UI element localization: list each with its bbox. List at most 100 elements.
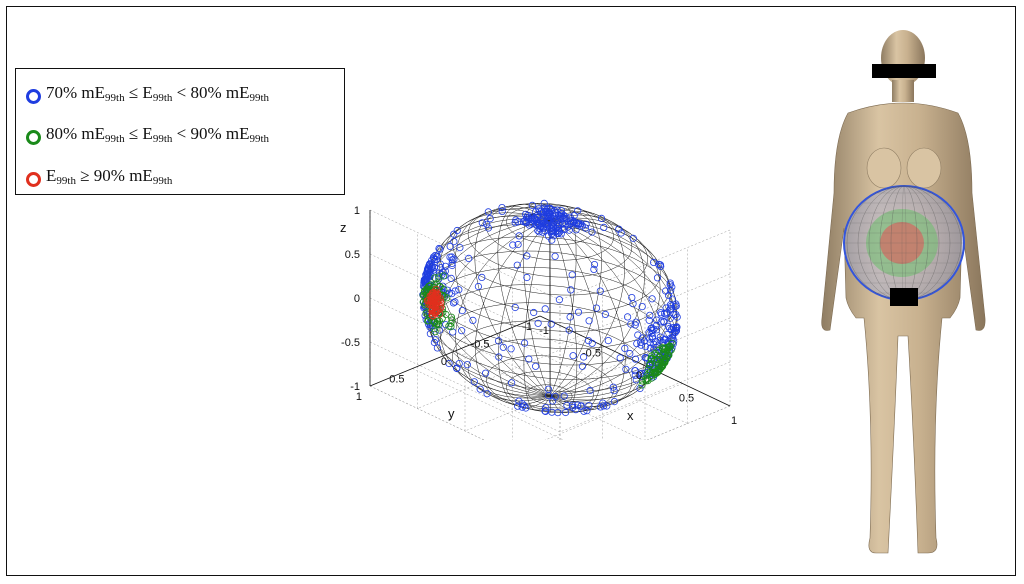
scatter-point (570, 212, 578, 220)
scatter-point (641, 342, 650, 351)
x-tick-label: -1 (539, 325, 549, 337)
scatter-point (554, 408, 562, 417)
z-axis-label: z (340, 220, 347, 235)
scatter-point (670, 337, 678, 345)
scatter-point (442, 321, 450, 329)
scatter-point (439, 272, 448, 280)
scatter-point (565, 326, 573, 334)
scatter-point (557, 230, 565, 238)
scatter-point (657, 355, 665, 364)
scatter-point (553, 206, 561, 214)
scatter-point (610, 387, 618, 395)
scatter-point (429, 266, 437, 274)
scatter-point (483, 220, 491, 228)
scatter-point (634, 331, 642, 339)
scatter-point (609, 383, 617, 391)
scatter-point (441, 262, 450, 270)
scatter-point (588, 339, 596, 347)
scatter-point (660, 336, 668, 344)
scatter-point (434, 297, 442, 305)
scatter-point (622, 365, 630, 373)
scatter-point (555, 296, 563, 304)
x-tick-label: 1 (731, 415, 737, 427)
scatter-point (534, 319, 542, 327)
scatter-point (482, 369, 490, 377)
scatter-point (581, 224, 590, 232)
scatter-point (536, 220, 544, 228)
scatter-point (437, 264, 445, 272)
y-tick-label: 0 (441, 356, 447, 368)
scatter-point (540, 199, 548, 207)
scatter-point (627, 320, 635, 328)
z-tick-label: 0 (354, 293, 360, 305)
y-axis-label: y (448, 406, 455, 421)
scatter-point (431, 303, 439, 311)
scatter-point (652, 316, 661, 324)
scatter-point (455, 286, 463, 294)
scatter-point (453, 226, 461, 235)
x-tick-label: 0.5 (679, 393, 694, 405)
scatter-point (651, 365, 659, 373)
scatter-point (631, 371, 639, 379)
scatter-point (511, 303, 519, 312)
scatter-point (498, 207, 506, 215)
scatter-point (671, 328, 679, 336)
scatter-point (551, 252, 559, 260)
scatter-point (458, 327, 466, 335)
scatter-point (498, 204, 506, 212)
scatter-point (484, 224, 492, 232)
scatter-point (515, 397, 523, 405)
scatter-point (435, 326, 444, 334)
scatter-point (568, 271, 576, 279)
scatter-point (551, 215, 559, 223)
3d-sphere-scatter-plot: -1-0.500.51-1-0.500.51-1-0.500.51 x y z (340, 199, 737, 440)
tick-labels: -1-0.500.51-1-0.500.51-1-0.500.51 (341, 205, 737, 427)
scatter-point (550, 232, 558, 240)
scatter-point (585, 317, 593, 325)
groin-privacy-bar (890, 288, 918, 306)
scatter-point (450, 238, 458, 246)
scatter-point (590, 261, 599, 269)
scatter-point (556, 215, 565, 223)
scatter-point (673, 313, 681, 321)
scatter-point (615, 225, 623, 233)
scatter-point (433, 344, 442, 352)
scatter-point (664, 291, 673, 300)
x-tick-label: 0 (636, 370, 642, 382)
scatter-point (424, 317, 432, 325)
scatter-point (448, 259, 456, 267)
scatter-point (495, 337, 503, 345)
scatter-point (662, 355, 670, 363)
scatter-point (636, 384, 644, 393)
scatter-point (667, 305, 675, 313)
scatter-point (599, 399, 607, 407)
scatter-point (604, 336, 612, 345)
scatter-point (651, 337, 660, 346)
scatter-point (495, 353, 503, 361)
scatter-point (449, 328, 457, 336)
scatter-point (541, 407, 549, 415)
z-tick-label: -1 (350, 381, 360, 393)
scatter-point (474, 282, 482, 291)
scatter-point (508, 379, 516, 387)
scatter-point (597, 214, 606, 222)
belly-sphere-overlay (843, 185, 965, 301)
scatter-point (572, 226, 580, 234)
scatter-point (590, 265, 598, 273)
scatter-point (656, 333, 664, 341)
scatter-point (583, 407, 591, 415)
scatter-point (560, 392, 568, 400)
scatter-point (420, 279, 428, 287)
scatter-point (520, 401, 528, 410)
scatter-point (523, 252, 531, 260)
scatter-point (662, 310, 670, 318)
scatter-point (601, 310, 609, 318)
scatter-point (645, 328, 653, 336)
scatter-point (426, 300, 435, 308)
scatter-point (592, 304, 601, 312)
scatter-point (507, 345, 515, 353)
scatter-point (638, 381, 646, 389)
scatter-point (463, 361, 471, 369)
scatter-point (660, 351, 669, 360)
scatter-point (663, 347, 671, 355)
